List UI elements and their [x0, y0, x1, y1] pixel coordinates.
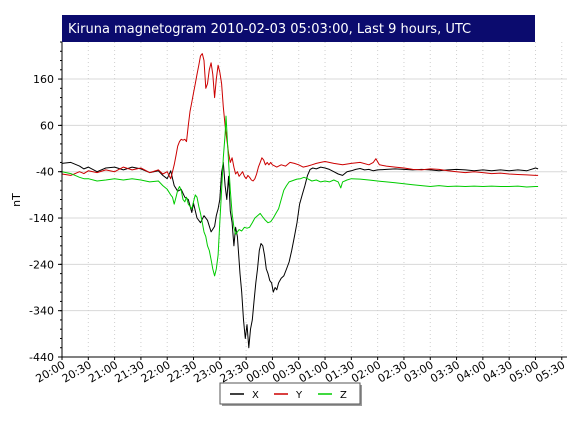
axes [58, 41, 567, 360]
series-line-z [61, 115, 539, 277]
plot-area [62, 42, 567, 357]
y-tick-labels: 160 60 -40 -140 -240 -340 -440 [29, 73, 54, 364]
series-lines [61, 53, 539, 349]
y-tick-label: -40 [36, 166, 54, 179]
y-tick-label: -140 [29, 212, 54, 225]
x-tick-label: 05:30 [533, 358, 567, 385]
y-tick-label: -340 [29, 305, 54, 318]
legend-label-x: X [252, 390, 259, 401]
legend-label-y: Y [295, 390, 303, 401]
legend-label-z: Z [340, 390, 347, 401]
legend-box [219, 382, 361, 405]
y-tick-label: 60 [40, 119, 54, 132]
y-tick-label: -440 [29, 351, 54, 364]
x-tick-labels: 20:0020:3021:0021:3022:0022:3023:0023:30… [34, 358, 567, 385]
series-line-x [61, 161, 539, 349]
series-line-y [61, 53, 539, 182]
chart-title: Kiruna magnetogram 2010-02-03 05:03:00, … [68, 22, 471, 37]
y-tick-label: -240 [29, 258, 54, 271]
y-tick-label: 160 [33, 73, 54, 86]
title-bar [62, 15, 535, 42]
y-axis-label: nT [10, 193, 23, 207]
legend: X Y Z [219, 382, 362, 406]
